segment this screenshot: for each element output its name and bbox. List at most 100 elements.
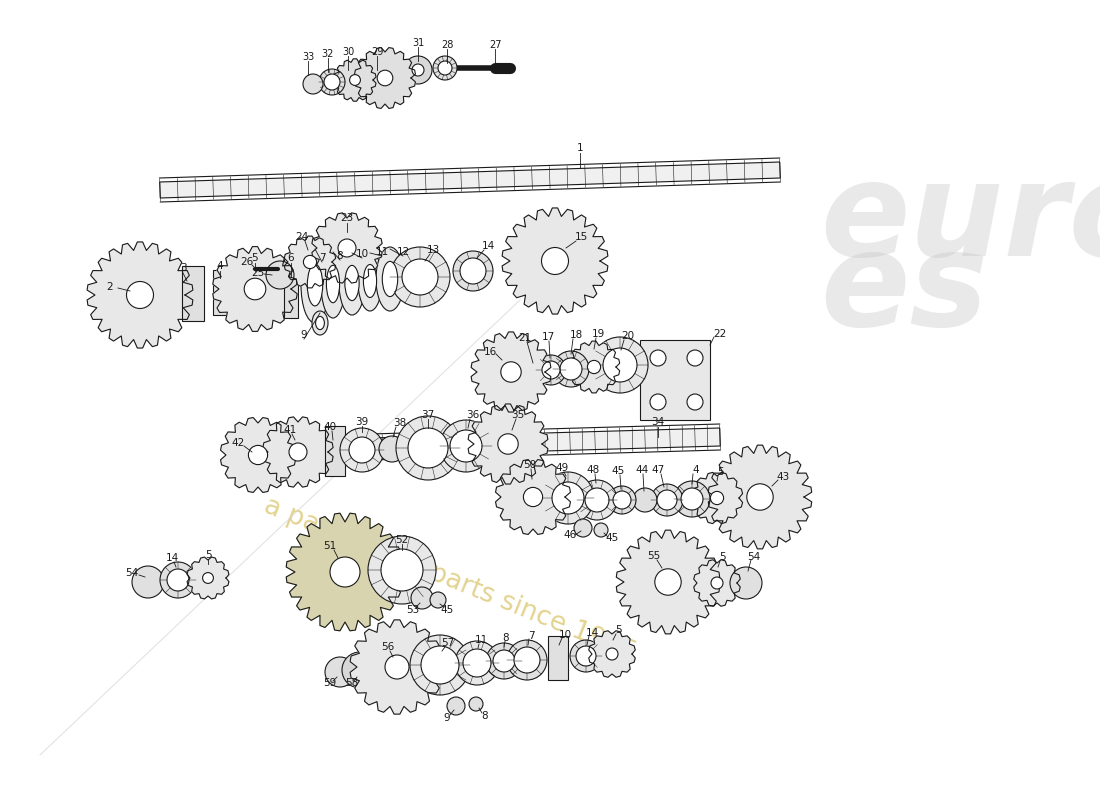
Circle shape: [324, 657, 355, 687]
Circle shape: [202, 573, 213, 583]
Text: 6: 6: [288, 253, 295, 263]
Circle shape: [541, 247, 569, 274]
Text: 7: 7: [319, 253, 326, 263]
Circle shape: [438, 61, 452, 75]
Text: 58: 58: [345, 678, 359, 688]
Circle shape: [594, 523, 608, 537]
Text: 47: 47: [651, 465, 664, 475]
Text: 21: 21: [518, 333, 531, 343]
Text: 16: 16: [483, 347, 496, 357]
Circle shape: [412, 64, 424, 76]
Circle shape: [126, 282, 154, 309]
Circle shape: [651, 484, 683, 516]
Text: 1: 1: [576, 143, 583, 153]
Circle shape: [160, 562, 196, 598]
Circle shape: [587, 360, 601, 374]
Text: 27: 27: [488, 40, 502, 50]
Text: 29: 29: [371, 47, 383, 57]
Ellipse shape: [358, 251, 382, 311]
Text: euro: euro: [820, 157, 1100, 283]
Ellipse shape: [307, 264, 322, 306]
Text: 54: 54: [125, 568, 139, 578]
Circle shape: [368, 536, 436, 604]
Polygon shape: [334, 59, 376, 101]
Text: 10: 10: [559, 630, 572, 640]
Circle shape: [552, 482, 584, 514]
Text: 45: 45: [605, 533, 618, 543]
Text: 9: 9: [300, 330, 307, 340]
Circle shape: [603, 348, 637, 382]
Circle shape: [536, 355, 566, 385]
Circle shape: [585, 488, 609, 512]
Circle shape: [493, 650, 515, 672]
Circle shape: [592, 337, 648, 393]
Text: 59: 59: [323, 678, 337, 688]
Circle shape: [132, 566, 164, 598]
Circle shape: [460, 258, 486, 284]
Polygon shape: [616, 530, 719, 634]
Polygon shape: [220, 418, 296, 493]
Ellipse shape: [316, 316, 324, 330]
Circle shape: [433, 56, 456, 80]
Ellipse shape: [312, 311, 328, 335]
Polygon shape: [495, 459, 571, 534]
Polygon shape: [588, 630, 636, 678]
Ellipse shape: [321, 250, 345, 318]
Polygon shape: [187, 557, 229, 599]
Text: 56: 56: [382, 642, 395, 652]
Polygon shape: [370, 428, 720, 456]
Circle shape: [440, 420, 492, 472]
Text: 49: 49: [556, 463, 569, 473]
Text: 11: 11: [375, 247, 388, 257]
Circle shape: [657, 490, 676, 510]
FancyBboxPatch shape: [284, 258, 298, 318]
Text: a passion for parts since 1985: a passion for parts since 1985: [261, 494, 640, 666]
Polygon shape: [350, 620, 444, 714]
Circle shape: [350, 74, 361, 86]
Polygon shape: [502, 208, 608, 314]
Text: 5: 5: [252, 253, 258, 263]
Polygon shape: [569, 341, 619, 393]
Circle shape: [402, 259, 438, 295]
Ellipse shape: [327, 266, 340, 302]
Text: 11: 11: [474, 635, 487, 645]
Ellipse shape: [344, 266, 359, 301]
Circle shape: [410, 635, 470, 695]
Polygon shape: [708, 445, 812, 549]
Circle shape: [674, 481, 710, 517]
Circle shape: [396, 416, 460, 480]
Text: 55: 55: [648, 551, 661, 561]
Polygon shape: [286, 514, 404, 630]
Circle shape: [650, 394, 666, 410]
Text: 9: 9: [443, 713, 450, 723]
Circle shape: [747, 484, 773, 510]
Circle shape: [514, 647, 540, 673]
Text: 4: 4: [217, 261, 223, 271]
Text: 54: 54: [747, 552, 760, 562]
Circle shape: [681, 488, 703, 510]
Text: 53: 53: [406, 605, 419, 615]
Text: 48: 48: [586, 465, 600, 475]
Text: 30: 30: [342, 47, 354, 57]
FancyBboxPatch shape: [213, 270, 231, 314]
Text: 19: 19: [592, 329, 605, 339]
Circle shape: [613, 491, 631, 509]
Circle shape: [498, 434, 518, 454]
Circle shape: [576, 646, 596, 666]
FancyBboxPatch shape: [324, 426, 345, 476]
Circle shape: [507, 640, 547, 680]
Circle shape: [542, 472, 594, 524]
Text: 45: 45: [440, 605, 453, 615]
Text: 38: 38: [394, 418, 407, 428]
Circle shape: [421, 646, 459, 684]
Text: 8: 8: [482, 711, 488, 721]
FancyBboxPatch shape: [182, 266, 204, 321]
Text: 46: 46: [563, 530, 576, 540]
Ellipse shape: [363, 265, 376, 298]
Circle shape: [411, 587, 433, 609]
Polygon shape: [312, 213, 382, 283]
Circle shape: [319, 69, 345, 95]
Circle shape: [463, 649, 491, 677]
Circle shape: [430, 592, 446, 608]
Text: 3: 3: [179, 263, 186, 273]
